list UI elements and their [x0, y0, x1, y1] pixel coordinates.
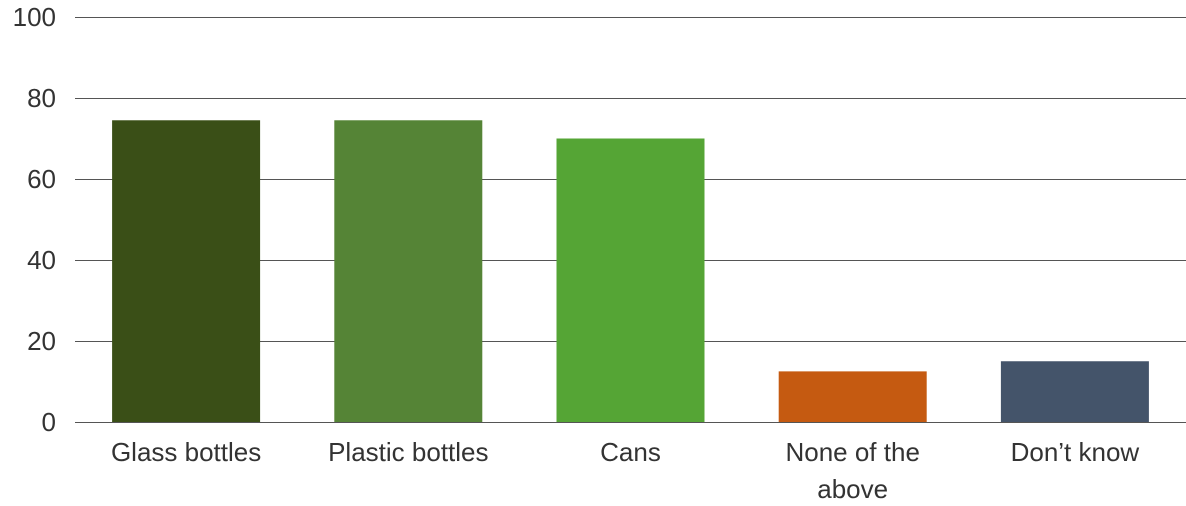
x-category-label: Don’t know: [1011, 437, 1140, 467]
y-tick-label-40: 40: [27, 245, 56, 275]
bar-cans: [556, 138, 705, 422]
y-tick-label-60: 60: [27, 164, 56, 194]
x-category-label: Glass bottles: [111, 437, 261, 467]
y-tick-label-80: 80: [27, 83, 56, 113]
y-tick-label-100: 100: [13, 2, 56, 32]
y-tick-label-20: 20: [27, 326, 56, 356]
x-category-label: None of the above: [785, 437, 919, 504]
y-axis-tick-labels: 0 20 40 60 80 100: [13, 2, 56, 437]
x-axis-category-labels: Glass bottles Plastic bottles Cans None of …: [111, 437, 1139, 504]
bar-don-t-know: [1000, 361, 1149, 422]
y-tick-label-0: 0: [42, 407, 56, 437]
bar-none-of-the-above: [778, 371, 927, 422]
x-category-label: Cans: [600, 437, 661, 467]
bar-plastic-bottles: [334, 120, 483, 423]
bars: [112, 120, 1149, 423]
x-category-label: Plastic bottles: [328, 437, 488, 467]
bar-glass-bottles: [112, 120, 261, 423]
